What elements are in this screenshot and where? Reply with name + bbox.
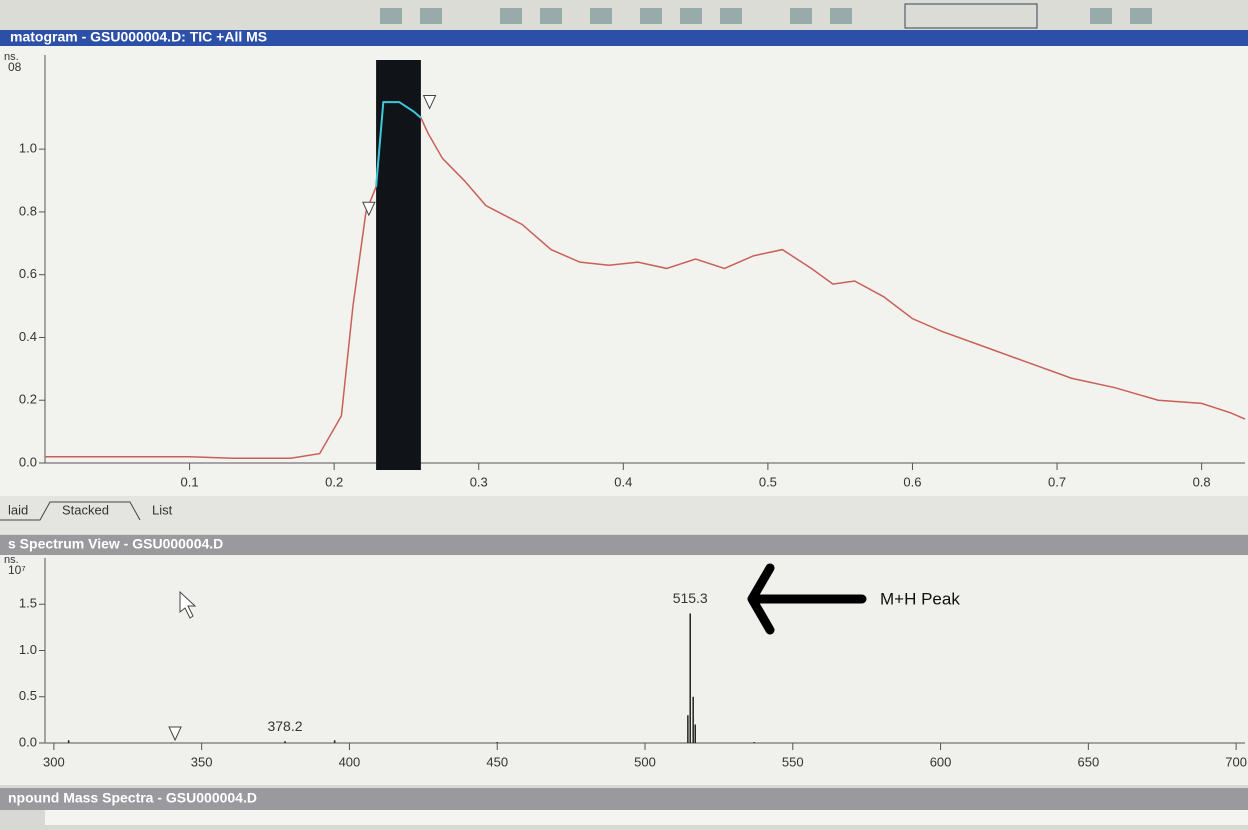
x-tick-label: 400 (339, 754, 361, 769)
y-tick-label: 0.6 (19, 266, 37, 281)
y-tick-label: 1.0 (19, 141, 37, 156)
y-tick-label: 0.8 (19, 203, 37, 218)
y-unit-label: ns. (4, 554, 19, 566)
chromatogram-line (45, 101, 1246, 460)
y-tick-label: 1.0 (19, 642, 37, 657)
x-tick-label: 0.5 (759, 474, 777, 489)
y-exponent: 08 (8, 60, 22, 74)
x-tick-label: 600 (930, 754, 952, 769)
title-bar (0, 788, 1248, 810)
x-tick-label: 0.8 (1193, 474, 1211, 489)
x-tick-label: 650 (1077, 754, 1099, 769)
x-tick-label: 500 (634, 754, 656, 769)
tab-outline (0, 501, 141, 521)
integration-marker (422, 94, 437, 110)
integration-marker (362, 201, 376, 217)
y-tick-label: 1.5 (19, 596, 37, 611)
y-tick-label: 0.5 (19, 688, 37, 703)
panel (45, 810, 1248, 825)
x-tick-label: 350 (191, 754, 213, 769)
tab[interactable]: List (152, 502, 173, 517)
y-tick-label: 0.0 (19, 454, 37, 469)
annotation-arrow (747, 563, 867, 635)
title-bar (0, 30, 1248, 46)
x-tick-label: 0.3 (470, 474, 488, 489)
toolbar-icons (380, 3, 1152, 29)
selection-band (376, 60, 421, 470)
y-tick-label: 0.2 (19, 392, 37, 407)
y-tick-label: 0.4 (19, 329, 37, 344)
window-title: matogram - GSU000004.D: TIC +All MS (10, 29, 267, 45)
x-tick-label: 0.1 (181, 474, 199, 489)
tab[interactable]: laid (8, 502, 28, 517)
x-tick-label: 0.7 (1048, 474, 1066, 489)
window-title: npound Mass Spectra - GSU000004.D (8, 790, 257, 806)
x-tick-label: 450 (486, 754, 508, 769)
selected-line (375, 101, 422, 187)
x-tick-label: 0.4 (614, 474, 632, 489)
y-tick-label: 0.0 (19, 734, 37, 749)
integration-marker (168, 726, 182, 742)
cursor (179, 590, 197, 619)
spectrum-panel (0, 555, 1248, 785)
x-tick-label: 0.6 (903, 474, 921, 489)
tab-strip (0, 496, 1248, 534)
title-bar (0, 535, 1248, 555)
x-tick-label: 550 (782, 754, 804, 769)
x-tick-label: 300 (43, 754, 65, 769)
x-tick-label: 0.2 (325, 474, 343, 489)
tab[interactable]: Stacked (62, 502, 109, 517)
peak-label: 378.2 (267, 718, 302, 734)
x-tick-label: 700 (1225, 754, 1247, 769)
peak-label: 515.3 (673, 590, 708, 606)
toolbar (0, 0, 1248, 30)
y-exponent: 10⁷ (8, 563, 26, 577)
chromatogram-panel (0, 46, 1248, 496)
annotation: M+H Peak (880, 589, 960, 608)
y-unit-label: ns. (4, 51, 19, 63)
window-title: s Spectrum View - GSU000004.D (8, 536, 223, 552)
